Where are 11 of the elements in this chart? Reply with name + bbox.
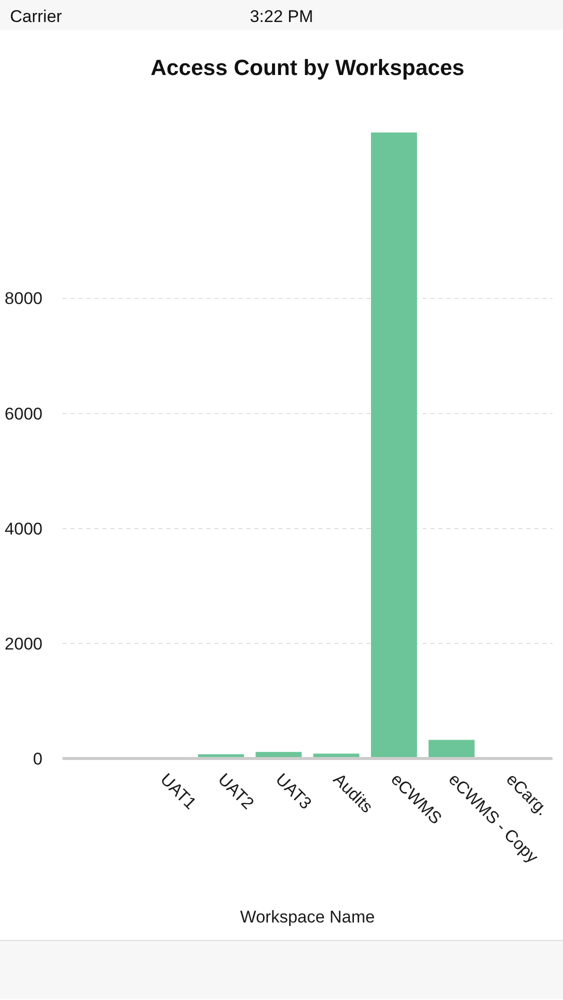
- x-axis-title: Workspace Name: [240, 907, 375, 926]
- y-tick-label: 0: [33, 750, 43, 768]
- y-tick-label: 6000: [4, 404, 43, 424]
- y-tick-label: 2000: [4, 634, 43, 654]
- y-tick-label: 4000: [4, 519, 43, 538]
- y-tick-label: 8000: [4, 289, 43, 308]
- text: 3:22 PM: [250, 7, 314, 26]
- text: Carrier: [10, 6, 62, 28]
- bar: [428, 740, 475, 758]
- chart-title: Access Count by Workspaces: [150, 55, 464, 80]
- bar: [370, 132, 417, 758]
